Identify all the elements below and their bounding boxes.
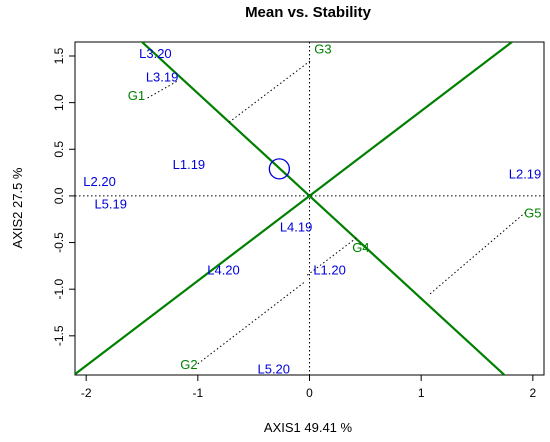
environment-label-g4: G4 [352,240,369,255]
y-tick-label: 0.5 [52,141,66,158]
chart-title: Mean vs. Stability [245,4,372,21]
perpendicular-axis-line [140,42,507,375]
genotype-label-l1-19: L1.19 [173,157,206,172]
genotype-label-l4-19: L4.19 [280,220,313,235]
x-tick-label: 0 [306,386,313,400]
y-tick-label: -0.5 [52,232,66,253]
environment-label-g5: G5 [524,206,541,221]
environment-label-g3: G3 [314,42,331,57]
projection-line-g3 [228,59,313,123]
projection-line-g2 [197,281,306,365]
genotype-label-l4-20: L4.20 [207,263,240,278]
y-tick-label: -1.0 [52,279,66,300]
plot-frame [74,41,545,376]
genotype-label-l3-19: L3.19 [146,70,179,85]
projection-line-g5 [429,212,526,295]
y-tick-label: 1.0 [52,94,66,111]
genotype-label-l5-20: L5.20 [257,361,290,376]
y-axis-label: AXIS2 27.5 % [10,167,25,248]
genotype-label-l1-20: L1.20 [313,263,346,278]
x-tick-label: -1 [192,386,203,400]
x-tick-label: 2 [529,386,536,400]
y-tick-label: 1.5 [52,47,66,64]
x-axis-label: AXIS1 49.41 % [264,420,353,435]
y-tick-label: 0.0 [52,187,66,204]
x-tick-label: 1 [418,386,425,400]
genotype-label-l5-19: L5.19 [94,196,127,211]
y-tick-label: -1.5 [52,325,66,346]
environment-label-g1: G1 [128,88,145,103]
genotype-label-l2-19: L2.19 [509,167,542,182]
genotype-label-l3-20: L3.20 [139,46,172,61]
average-environment-marker [268,158,291,180]
genotype-label-l2-20: L2.20 [83,174,116,189]
x-tick-label: -2 [81,386,92,400]
environment-label-g2: G2 [180,357,197,372]
